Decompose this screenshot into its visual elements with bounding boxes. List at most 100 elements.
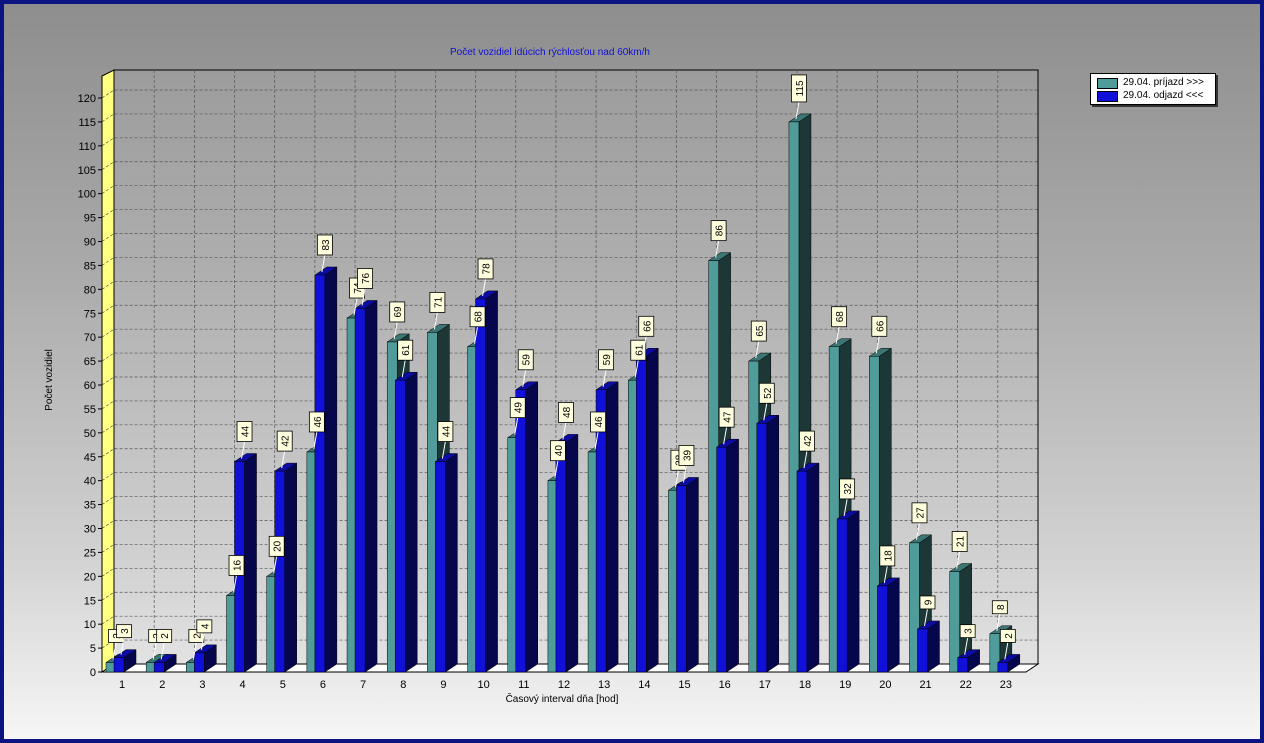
bar-side bbox=[846, 510, 860, 673]
y-tick-label: 85 bbox=[84, 260, 96, 272]
x-tick-label: 14 bbox=[638, 679, 650, 691]
x-tick-label: 3 bbox=[199, 679, 205, 691]
data-label-leader bbox=[200, 632, 205, 650]
data-label: 21 bbox=[956, 536, 967, 548]
y-tick-label: 50 bbox=[84, 428, 96, 440]
data-label: 4 bbox=[200, 623, 211, 629]
bar-front bbox=[949, 571, 960, 673]
gridline bbox=[101, 185, 1038, 194]
bar-front bbox=[909, 542, 920, 673]
data-label: 68 bbox=[474, 311, 485, 323]
bar-side bbox=[927, 620, 940, 673]
data-label-leader bbox=[474, 326, 479, 344]
x-tick-label: 5 bbox=[280, 679, 286, 691]
bar-front bbox=[314, 274, 326, 673]
x-tick-label: 22 bbox=[960, 679, 972, 691]
y-tick-label: 55 bbox=[84, 404, 96, 416]
data-label: 69 bbox=[393, 306, 404, 318]
data-label-leader bbox=[233, 575, 238, 593]
data-label: 2 bbox=[1004, 633, 1015, 639]
data-label: 2 bbox=[160, 633, 171, 639]
y-tick-label: 120 bbox=[78, 93, 96, 105]
data-label-leader bbox=[835, 326, 840, 344]
data-label-leader bbox=[273, 556, 278, 574]
data-label-box bbox=[469, 306, 486, 328]
bar-front bbox=[917, 628, 928, 673]
data-label-box bbox=[799, 430, 815, 452]
data-label-box bbox=[236, 421, 253, 442]
data-label: 59 bbox=[522, 354, 533, 366]
data-label: 2 bbox=[192, 633, 203, 639]
legend-label-departure: 29.04. odjazd <<< bbox=[1123, 90, 1204, 101]
bar-departure bbox=[997, 653, 1021, 673]
bar-front bbox=[394, 379, 406, 673]
x-tick-label: 2 bbox=[159, 679, 165, 691]
bar-departure bbox=[715, 438, 740, 673]
x-tick-label: 13 bbox=[598, 679, 610, 691]
data-label-leader bbox=[594, 431, 599, 450]
data-label-box bbox=[509, 397, 526, 419]
gridline bbox=[101, 233, 1038, 242]
data-label: 16 bbox=[233, 559, 244, 571]
y-tick-label: 80 bbox=[84, 284, 96, 296]
y-tick-label: 110 bbox=[78, 141, 96, 153]
data-label-box bbox=[276, 430, 293, 452]
bar-front bbox=[828, 346, 840, 673]
x-tick-label: 17 bbox=[759, 679, 771, 691]
y-tick-label: 20 bbox=[84, 571, 96, 583]
bar-front bbox=[515, 389, 526, 673]
data-label-box bbox=[598, 349, 614, 371]
data-label-box bbox=[550, 440, 566, 462]
data-label-box bbox=[316, 234, 333, 256]
data-label-box bbox=[196, 619, 213, 634]
y-tick-label: 35 bbox=[84, 500, 96, 512]
bar-front bbox=[676, 485, 687, 673]
x-tick-label: 16 bbox=[719, 679, 731, 691]
data-label-box bbox=[678, 445, 695, 466]
y-tick-label: 70 bbox=[84, 332, 96, 344]
x-tick-label: 11 bbox=[518, 679, 529, 691]
bar-departure bbox=[113, 649, 137, 673]
data-label-leader bbox=[522, 369, 527, 387]
data-label-leader bbox=[313, 431, 318, 450]
data-label-leader bbox=[915, 522, 920, 540]
chart-legend: 29.04. príjazd >>> 29.04. odjazd <<< bbox=[1090, 73, 1216, 105]
bar-front bbox=[836, 518, 848, 673]
data-label-box bbox=[116, 624, 132, 639]
data-label: 46 bbox=[313, 416, 324, 428]
bar-departure bbox=[635, 347, 660, 673]
data-label-box bbox=[991, 600, 1008, 615]
bar-departure bbox=[153, 653, 177, 673]
x-tick-label: 1 bbox=[119, 679, 125, 691]
data-label: 48 bbox=[562, 406, 573, 418]
data-label: 44 bbox=[241, 426, 252, 438]
data-label: 66 bbox=[642, 320, 653, 332]
bar-departure bbox=[675, 476, 700, 673]
data-label-leader bbox=[602, 369, 607, 387]
bar-departure bbox=[956, 649, 981, 673]
x-tick-label: 20 bbox=[879, 679, 891, 691]
x-tick-label: 8 bbox=[400, 679, 406, 691]
data-label-box bbox=[268, 535, 285, 557]
bar-departure bbox=[796, 462, 820, 673]
y-tick-label: 0 bbox=[90, 667, 96, 679]
data-label-box bbox=[791, 74, 807, 103]
bar-front bbox=[555, 442, 567, 673]
left-wall bbox=[101, 69, 115, 673]
data-label: 44 bbox=[441, 426, 452, 438]
bar-side bbox=[404, 371, 418, 673]
data-label-leader bbox=[401, 360, 406, 378]
data-label: 52 bbox=[763, 387, 774, 399]
data-label-leader bbox=[241, 441, 246, 459]
gridline bbox=[101, 113, 1038, 123]
data-label: 47 bbox=[723, 411, 734, 423]
data-label-leader bbox=[393, 321, 398, 340]
y-tick-label: 40 bbox=[84, 476, 96, 488]
bar-front bbox=[435, 461, 446, 673]
y-tick-label: 90 bbox=[84, 237, 96, 249]
bar-departure bbox=[354, 299, 378, 673]
data-label-box bbox=[357, 268, 373, 289]
data-label: 42 bbox=[803, 435, 814, 447]
data-label-box bbox=[879, 545, 896, 567]
y-tick-label: 45 bbox=[84, 452, 96, 464]
